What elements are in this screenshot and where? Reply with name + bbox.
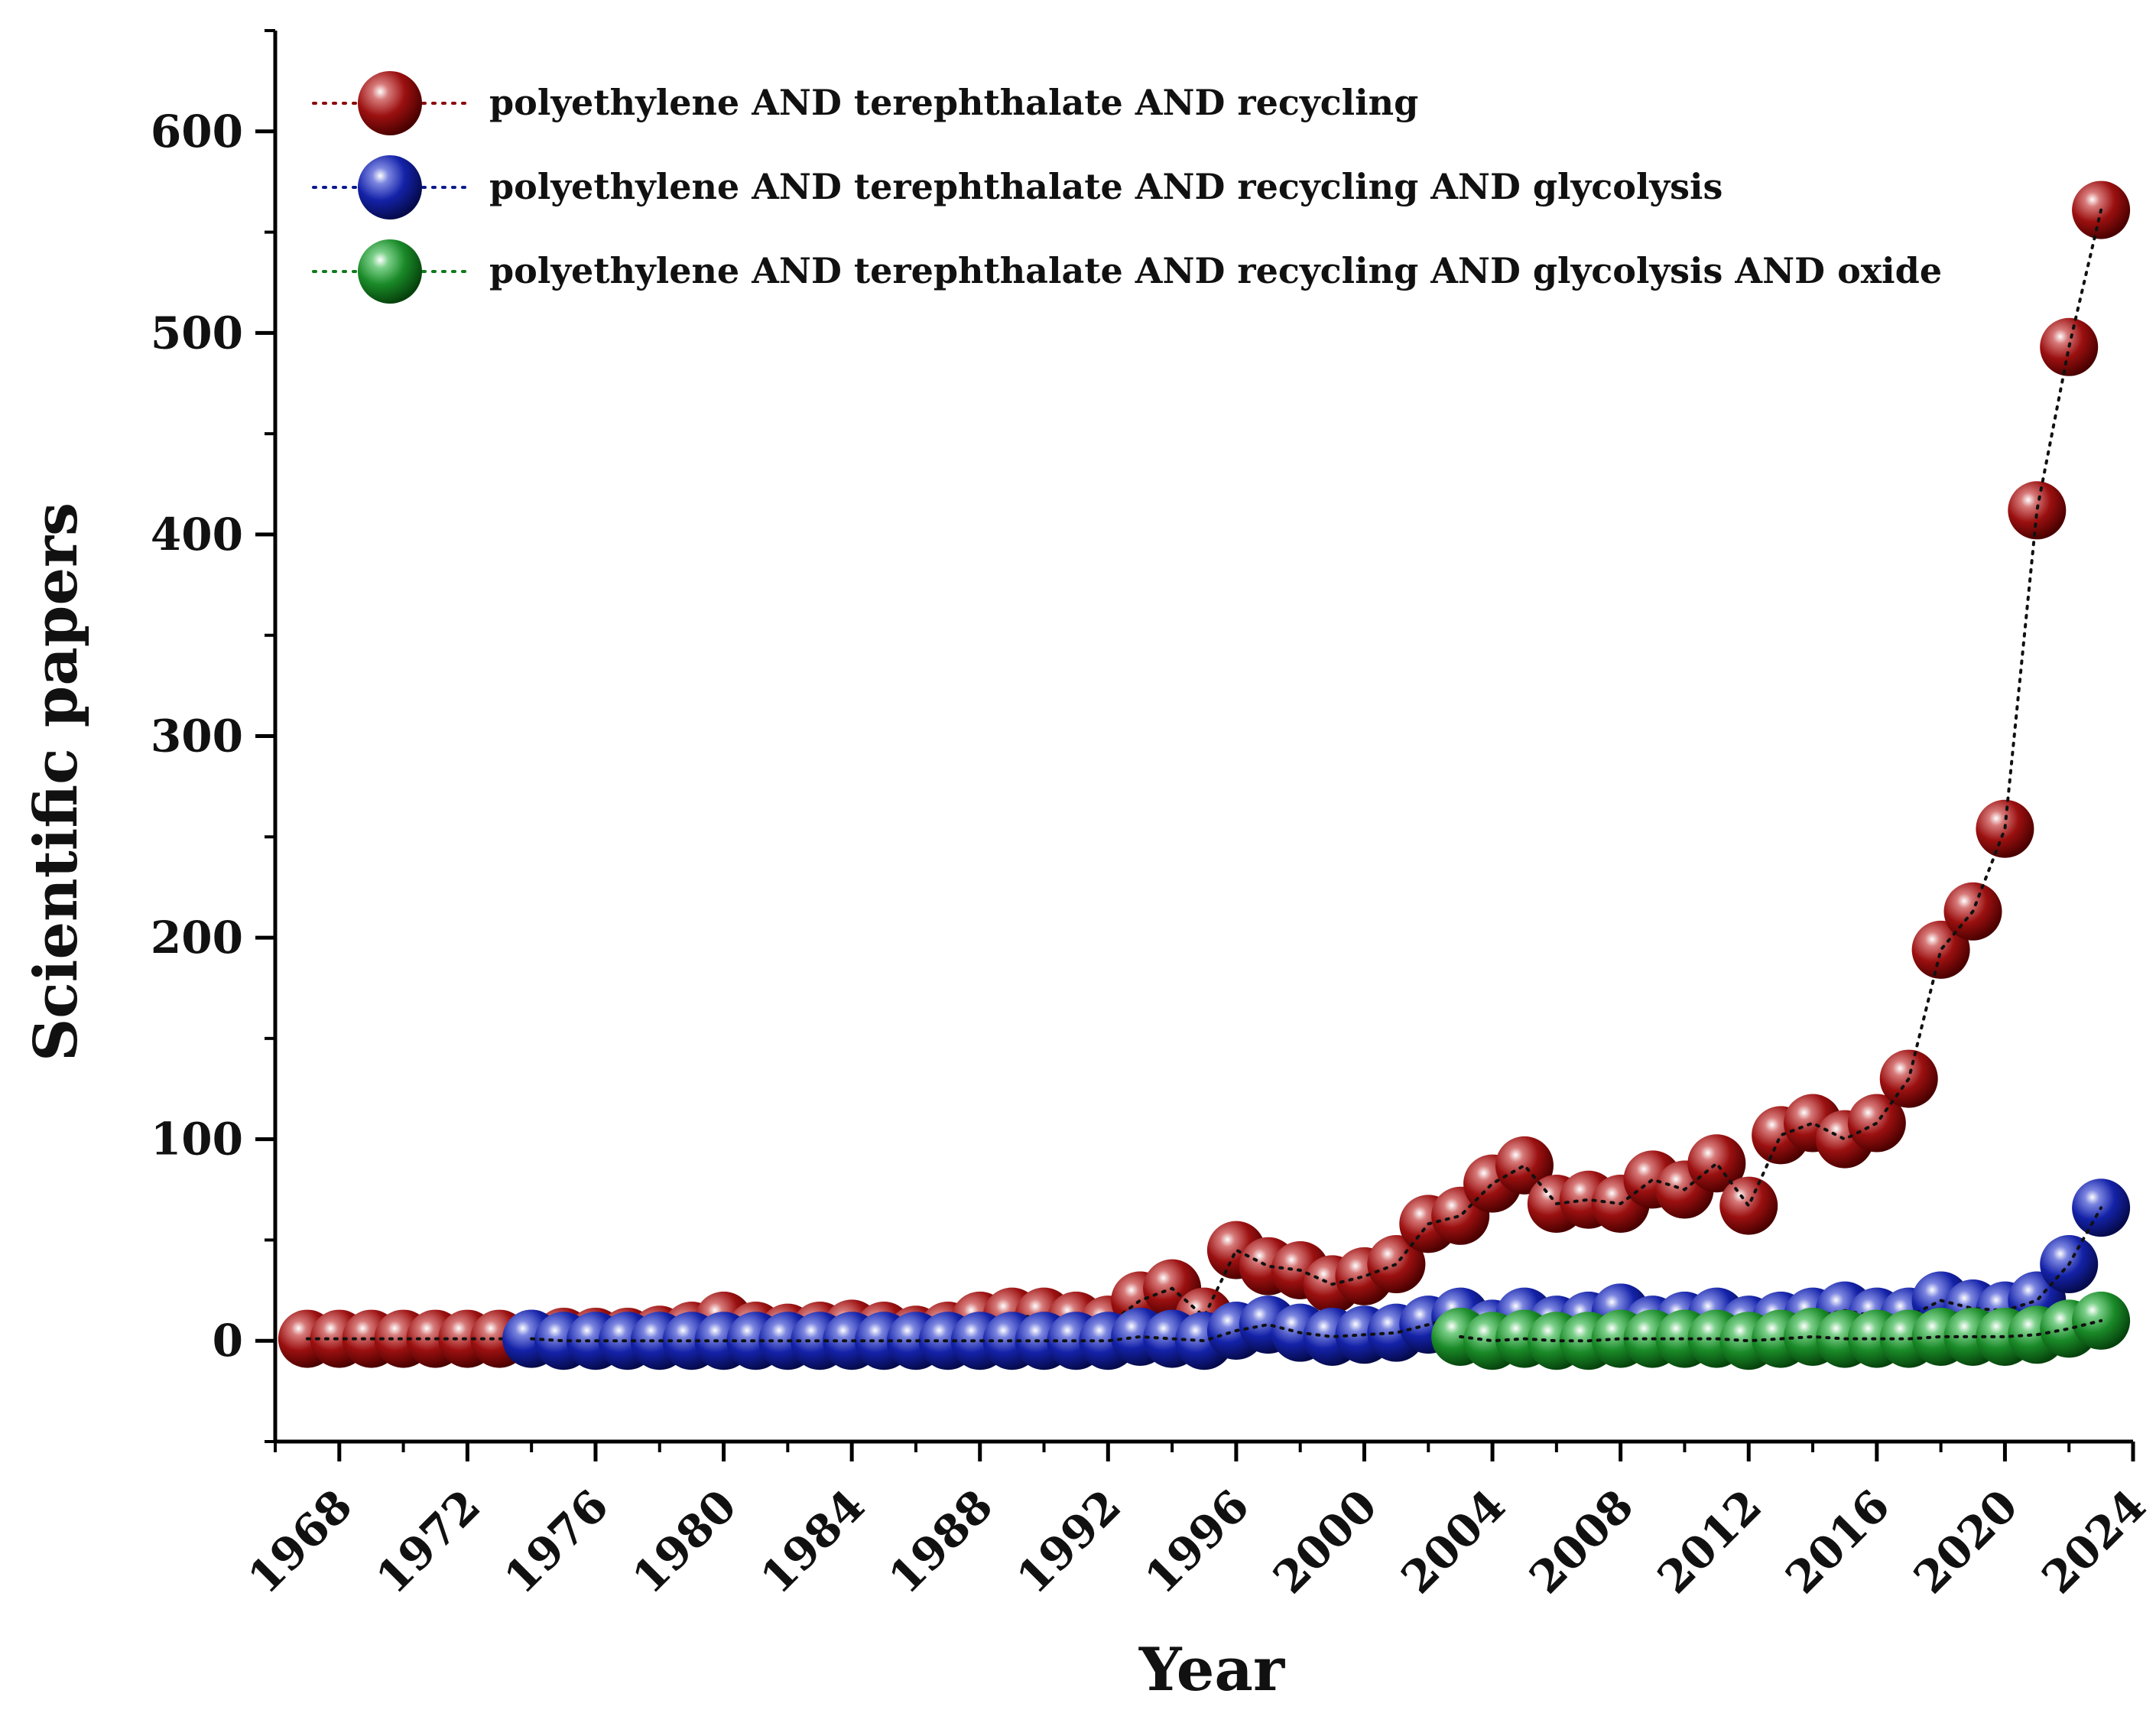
x-tick-label: 2024 — [2032, 1480, 2156, 1604]
y-tick-label: 300 — [151, 710, 243, 762]
legend-label: polyethylene AND terephthalate AND recyc… — [489, 250, 1942, 291]
x-tick-label: 1996 — [1135, 1480, 1259, 1604]
x-tick-label: 2000 — [1263, 1480, 1387, 1604]
legend-marker — [358, 155, 422, 219]
x-tick-label: 1980 — [622, 1480, 746, 1604]
series-3 — [1431, 1291, 2131, 1370]
series-line — [305, 208, 2103, 1341]
x-tick-label: 2016 — [1775, 1480, 1899, 1604]
x-tick-label: 1984 — [751, 1480, 875, 1604]
y-tick-label: 200 — [151, 912, 243, 964]
x-tick-label: 2008 — [1519, 1480, 1643, 1604]
legend-marker — [358, 239, 422, 304]
series-line — [1459, 1318, 2103, 1343]
legend-entry-1: polyethylene AND terephthalate AND recyc… — [312, 71, 1418, 135]
series-1 — [278, 180, 2131, 1368]
y-axis-title: Scientific papers — [21, 502, 91, 1061]
y-tick-label: 100 — [151, 1113, 243, 1165]
y-tick-label: 500 — [151, 307, 243, 359]
x-tick-label: 1992 — [1007, 1480, 1131, 1604]
x-tick-label: 1988 — [878, 1480, 1002, 1604]
legend-entry-3: polyethylene AND terephthalate AND recyc… — [312, 239, 1942, 304]
x-tick-label: 1976 — [495, 1480, 619, 1604]
legend-marker — [358, 71, 422, 135]
legend: polyethylene AND terephthalate AND recyc… — [312, 71, 1942, 304]
y-tick-label: 600 — [151, 106, 243, 158]
x-tick-label: 2020 — [1904, 1480, 2028, 1604]
x-tick-label: 1968 — [238, 1480, 362, 1604]
data-point — [1911, 920, 1970, 979]
data-point — [1495, 1136, 1554, 1195]
legend-label: polyethylene AND terephthalate AND recyc… — [489, 166, 1723, 207]
series-layer — [278, 180, 2131, 1370]
x-tick-label: 2012 — [1648, 1480, 1771, 1604]
y-tick-label: 400 — [151, 509, 243, 561]
data-point — [1687, 1134, 1746, 1193]
x-tick-label: 1972 — [366, 1480, 490, 1604]
legend-entry-2: polyethylene AND terephthalate AND recyc… — [312, 155, 1723, 219]
series-line — [530, 1206, 2103, 1343]
data-point — [2008, 481, 2067, 540]
x-tick-label: 2004 — [1391, 1480, 1515, 1604]
legend-label: polyethylene AND terephthalate AND recyc… — [489, 82, 1418, 123]
y-tick-label: 0 — [213, 1315, 243, 1367]
x-axis-title: Year — [1138, 1635, 1285, 1705]
